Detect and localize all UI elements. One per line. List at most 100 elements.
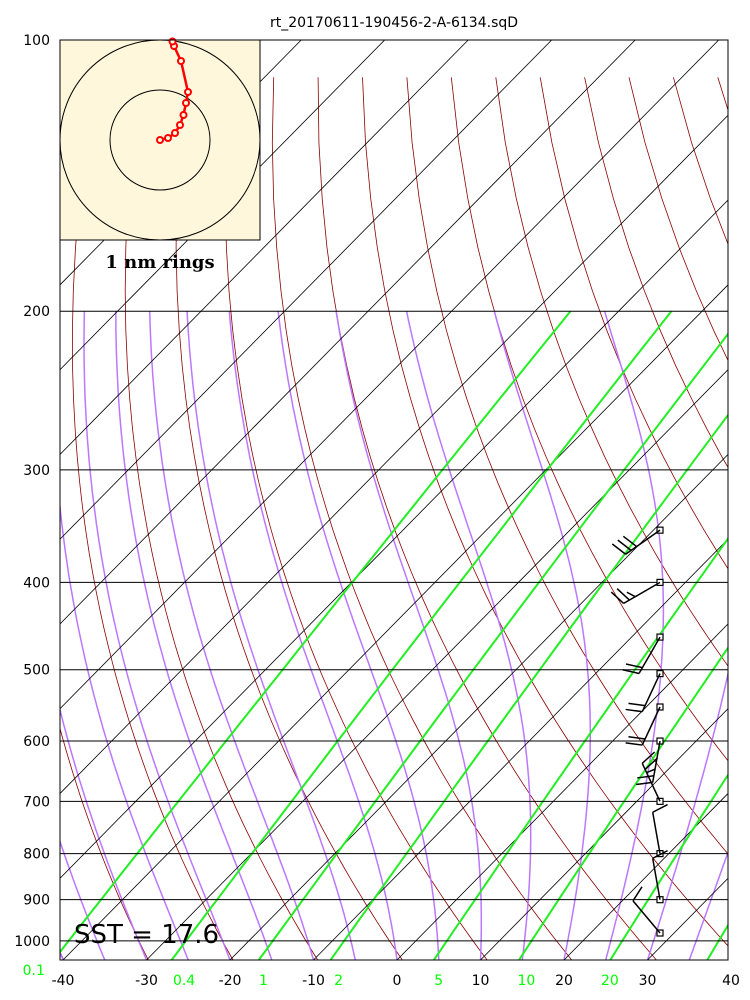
temperature-tick-label: -20 <box>219 973 242 989</box>
moist-adiabat-line <box>731 311 750 960</box>
moist-adiabat-line <box>228 311 398 960</box>
mixing-ratio-label: 5 <box>434 973 443 989</box>
hodograph-inset: 1 nm rings <box>59 37 261 273</box>
wind-barb <box>651 803 668 858</box>
mixing-ratio-labels: 0.1 0.4 1 2 5 10 20 <box>23 963 619 989</box>
pressure-tick-label: 1000 <box>14 934 50 950</box>
mixing-ratio-line <box>433 536 728 960</box>
wind-barb <box>610 578 664 605</box>
temperature-tick-label: 10 <box>472 973 490 989</box>
wind-barb-shaft <box>623 581 661 605</box>
mixing-ratio-line <box>706 923 728 960</box>
dry-adiabat-line <box>673 77 728 246</box>
wind-barb-flag <box>625 663 643 669</box>
temperature-axis-labels: -40 -30 -20 -10 0 10 20 30 40 <box>52 973 740 989</box>
wind-barb-flag <box>637 775 654 779</box>
moist-adiabat-line <box>60 499 189 960</box>
wind-barb-shaft <box>651 812 661 854</box>
dry-adiabat-line <box>224 77 488 960</box>
hodograph-point <box>184 88 192 96</box>
chart-title: rt_20170611-190456-2-A-6134.sqD <box>270 15 518 31</box>
isotherm-line <box>396 623 728 960</box>
wind-barb-flag <box>622 669 640 675</box>
wind-barb <box>622 633 664 675</box>
wind-barb-flag <box>617 539 632 551</box>
isotherm-line <box>60 40 552 540</box>
pressure-tick-label: 800 <box>23 847 50 863</box>
hodograph-point <box>179 111 188 119</box>
wind-barb-flag <box>646 768 656 774</box>
isotherm-line <box>60 199 728 879</box>
temperature-tick-label: -40 <box>52 973 75 989</box>
dry-adiabat-line <box>717 77 728 112</box>
wind-barb-shaft <box>638 636 661 674</box>
wind-barb-flag <box>622 535 638 548</box>
pressure-tick-label: 300 <box>23 463 50 479</box>
pressure-tick-label: 700 <box>23 794 50 810</box>
plot-frame <box>59 39 729 961</box>
isotherm-line <box>60 114 728 795</box>
dry-adiabat-line <box>495 77 728 667</box>
dry-adiabat-line <box>362 77 728 947</box>
mixing-ratio-line <box>257 332 728 960</box>
dry-adiabat-line <box>60 726 149 960</box>
moist-adiabat-line <box>405 311 532 960</box>
dry-adiabat-line <box>60 950 65 960</box>
dry-adiabat-line <box>71 77 234 960</box>
wind-barb-flag <box>644 757 658 770</box>
moist-adiabat-line <box>83 311 231 960</box>
wind-barb-shaft <box>625 529 661 555</box>
moist-adiabat-line <box>688 850 728 960</box>
wind-barb-flag <box>628 736 646 740</box>
isotherm-line <box>62 284 728 960</box>
dry-adiabat-line <box>271 77 573 960</box>
mixing-ratio-line <box>329 413 728 960</box>
dry-adiabat-line <box>175 77 403 960</box>
dry-adiabat-line <box>628 77 728 362</box>
temperature-tick-label: 0 <box>393 973 402 989</box>
mixing-ratio-label: 0.1 <box>23 963 45 979</box>
isotherm-line <box>480 708 728 960</box>
wind-barb-flag <box>632 886 643 902</box>
wind-barb-flag <box>625 742 643 746</box>
isotherm-line <box>0 40 51 960</box>
mixing-ratio-line <box>518 646 728 960</box>
isotherm-line <box>60 40 469 455</box>
moist-adiabat-line <box>493 311 592 960</box>
wind-barb <box>651 849 668 904</box>
moist-adiabat-line <box>60 839 106 960</box>
pressure-tick-label: 100 <box>23 33 50 49</box>
hodograph-point <box>176 121 184 129</box>
hodograph-ring <box>109 89 211 191</box>
moist-adiabat-line <box>148 311 315 960</box>
mixing-ratio-line <box>609 773 728 960</box>
mixing-ratio-label: 0.4 <box>173 973 195 989</box>
isotherm-line <box>60 40 636 625</box>
hodograph-point <box>164 134 172 142</box>
dry-adiabat-line <box>406 77 728 855</box>
wind-barb-flag <box>625 708 643 713</box>
hodograph-point <box>182 99 190 107</box>
hodograph-point <box>177 57 185 65</box>
pressure-tick-label: 900 <box>23 893 50 909</box>
mixing-ratio-line <box>60 310 572 954</box>
wind-barb-flag <box>610 591 625 604</box>
hodograph-point <box>156 136 164 144</box>
wind-barb-shaft <box>641 673 661 712</box>
mixing-ratio-label: 10 <box>518 973 536 989</box>
moist-adiabat-line <box>646 670 728 960</box>
wind-barb-flag <box>635 781 653 786</box>
isotherm-line <box>146 369 728 960</box>
wind-barb-flag <box>641 751 656 764</box>
wind-barb-flag <box>626 591 636 598</box>
moist-adiabat-line <box>603 310 665 960</box>
pressure-tick-label: 500 <box>23 663 50 679</box>
isotherm-line <box>313 538 728 960</box>
isotherm-line <box>60 40 719 710</box>
mixing-ratio-label: 20 <box>601 973 619 989</box>
pressure-axis-labels: 100 200 300 400 500 600 700 800 900 1000 <box>14 33 50 950</box>
pressure-tick-label: 200 <box>23 304 50 320</box>
dry-adiabat-line <box>124 77 319 960</box>
temperature-tick-label: -30 <box>135 973 158 989</box>
